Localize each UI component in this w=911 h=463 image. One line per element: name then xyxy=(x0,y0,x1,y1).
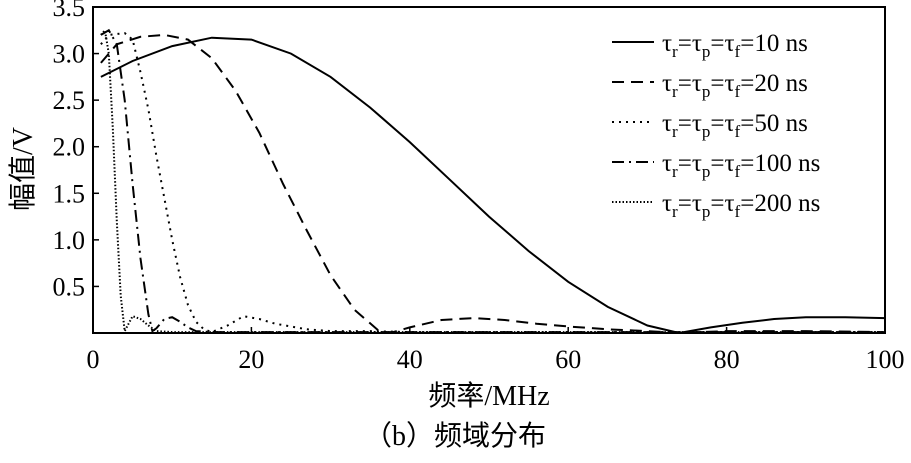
y-tick-label: 2.0 xyxy=(53,133,86,162)
series-line xyxy=(100,28,885,335)
y-tick-label: 2.5 xyxy=(53,86,86,115)
x-tick-label: 40 xyxy=(397,345,423,374)
y-tick-label: 0.5 xyxy=(53,272,86,301)
y-axis-label: 幅值/V xyxy=(7,127,39,211)
x-tick-label: 20 xyxy=(238,345,264,374)
x-tick-label: 80 xyxy=(714,345,740,374)
x-tick-label: 0 xyxy=(87,345,100,374)
caption: （b）频域分布 xyxy=(364,420,546,452)
legend-label: τr=τp=τf=200 ns xyxy=(662,190,820,221)
y-tick-label: 1.0 xyxy=(53,226,86,255)
legend-label: τr=τp=τf=20 ns xyxy=(662,70,808,101)
y-tick-label: 1.5 xyxy=(53,179,86,208)
legend-label: τr=τp=τf=100 ns xyxy=(662,150,820,181)
series-line xyxy=(100,33,886,335)
series-line xyxy=(100,28,885,334)
y-tick-label: 3.0 xyxy=(53,40,86,69)
legend-label: τr=τp=τf=10 ns xyxy=(662,30,808,61)
x-tick-label: 100 xyxy=(866,345,905,374)
series-line xyxy=(100,32,885,335)
series-line xyxy=(100,36,886,335)
x-axis-label: 频率/MHz xyxy=(428,380,549,412)
y-tick-label: 3.5 xyxy=(53,0,86,22)
x-tick-label: 60 xyxy=(555,345,581,374)
legend-label: τr=τp=τf=50 ns xyxy=(662,110,808,141)
